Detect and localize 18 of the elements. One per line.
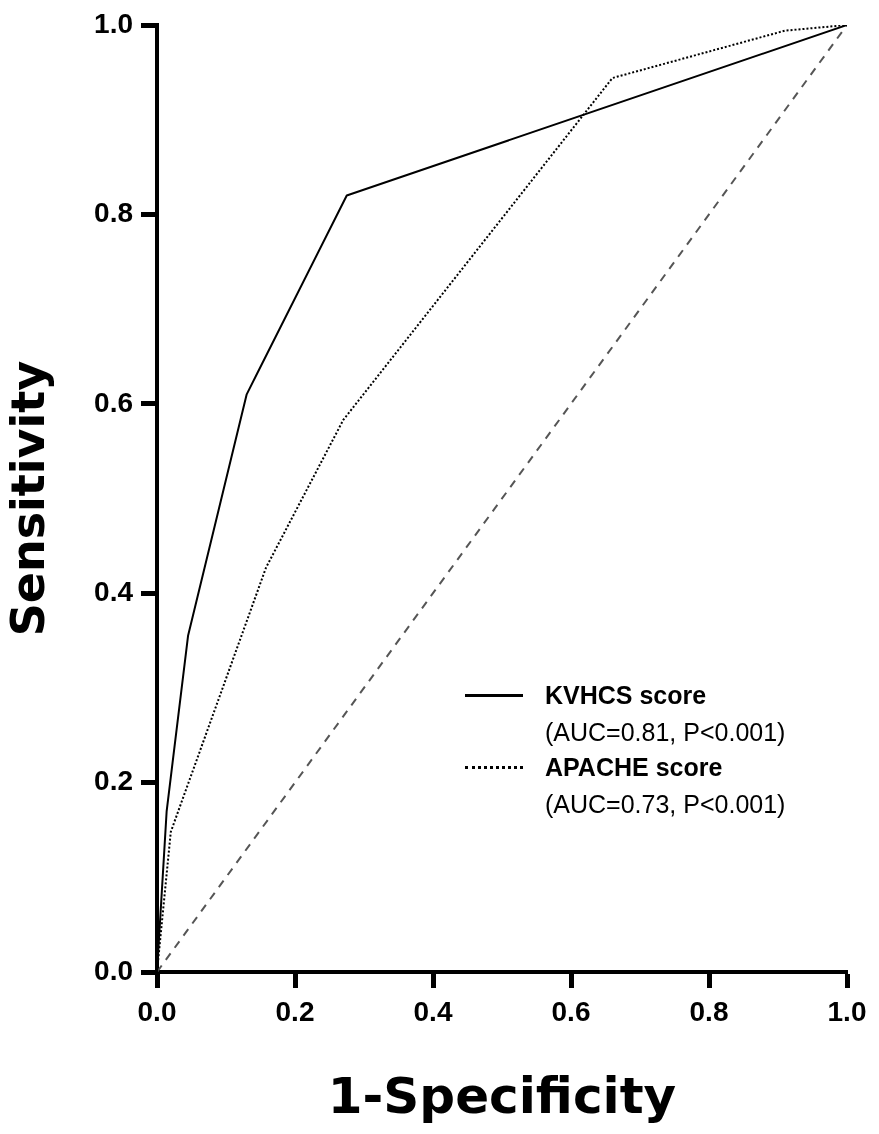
x-axis-title: 1-Specificity [327, 1066, 677, 1125]
x-tick-label: 0.2 [275, 995, 315, 1027]
y-tick-label: 1.0 [94, 7, 133, 39]
y-tick-label: 0.4 [94, 575, 134, 607]
x-tick-label: 0.0 [137, 995, 177, 1027]
y-tick-label: 0.2 [94, 765, 133, 797]
y-axis-title: Sensitivity [0, 360, 55, 637]
x-tick-label: 1.0 [827, 995, 867, 1027]
annotation: (AUC=0.81, P<0.001) [545, 718, 786, 747]
y-tick-label: 0.0 [94, 954, 133, 986]
annotation: (AUC=0.73, P<0.001) [545, 790, 786, 819]
y-tick-label: 0.8 [94, 197, 133, 229]
x-tick-label: 0.8 [689, 995, 729, 1027]
legend-label: APACHE score [545, 753, 723, 782]
x-tick-label: 0.4 [413, 995, 453, 1027]
x-tick-label: 0.6 [551, 995, 591, 1027]
legend-label: KVHCS score [545, 681, 707, 710]
y-tick-label: 0.6 [94, 386, 133, 418]
